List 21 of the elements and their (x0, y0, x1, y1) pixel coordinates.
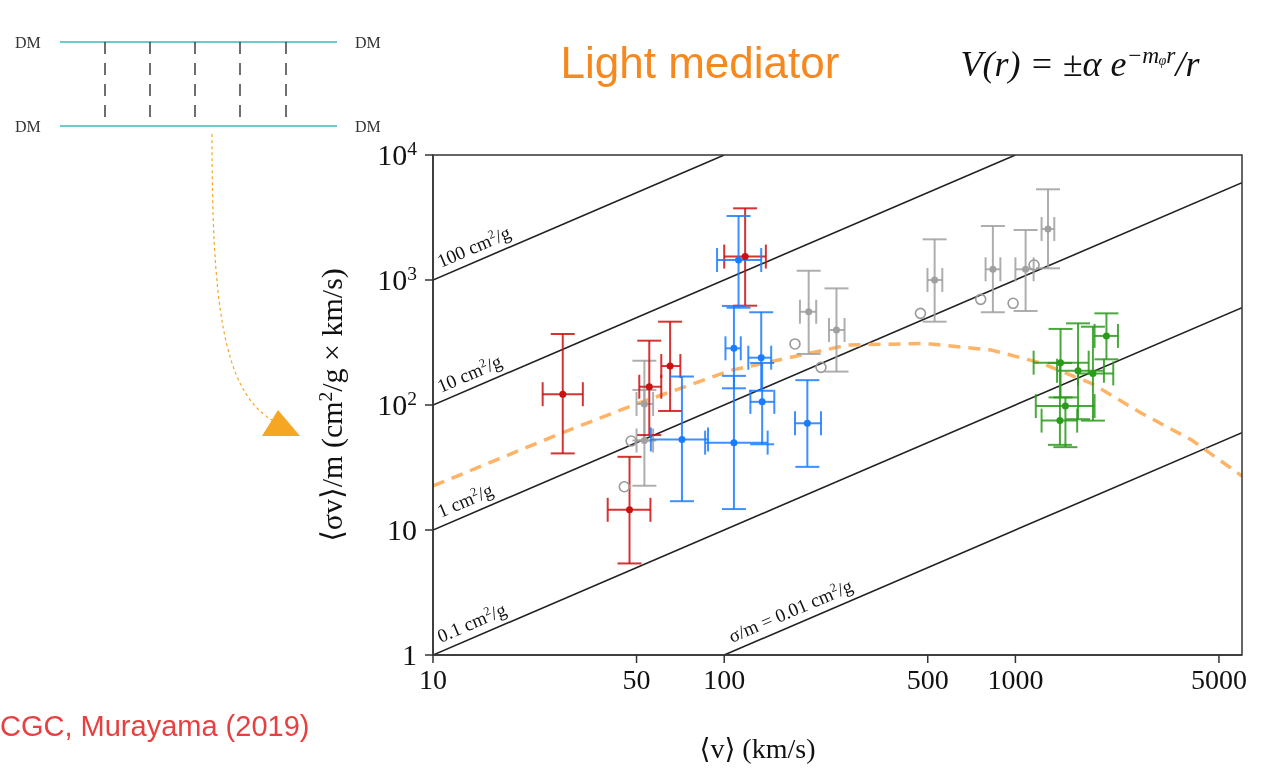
x-tick-label: 100 (703, 664, 746, 695)
text: V(r) = ±α e$^{−mᵩr}$/r (960, 42, 1201, 84)
text: 10 cm$^{2}$/g (434, 350, 506, 397)
text: 0.1 cm$^{2}$/g (434, 598, 510, 647)
y-tick-label: 10$^{3}$ (377, 262, 417, 296)
y-tick-label: 10$^{4}$ (377, 137, 418, 171)
ladder-diagram: DM DM DM DM (15, 34, 381, 135)
y-tick-label: 1 (402, 638, 417, 671)
x-axis-title: ⟨v⟩ (km/s) (699, 733, 816, 764)
y-tick-label: 10 (387, 513, 417, 546)
y-tick-label: 10$^{2}$ (377, 387, 417, 421)
chart-title: Light mediator (560, 38, 840, 87)
text: 100 cm$^{2}$/g (434, 221, 515, 272)
text: CGC, Murayama (2019) (0, 710, 310, 742)
x-tick-label: 50 (622, 664, 651, 695)
text: 1 cm$^{2}$/g (434, 479, 497, 522)
x-tick-label: 1000 (987, 664, 1044, 695)
x-tick-label: 5000 (1190, 664, 1247, 695)
x-tick-label: 500 (906, 664, 949, 695)
text: σ/m = 0.01 cm$^{2}$/g (725, 574, 857, 647)
x-tick-label: 10 (419, 664, 447, 695)
